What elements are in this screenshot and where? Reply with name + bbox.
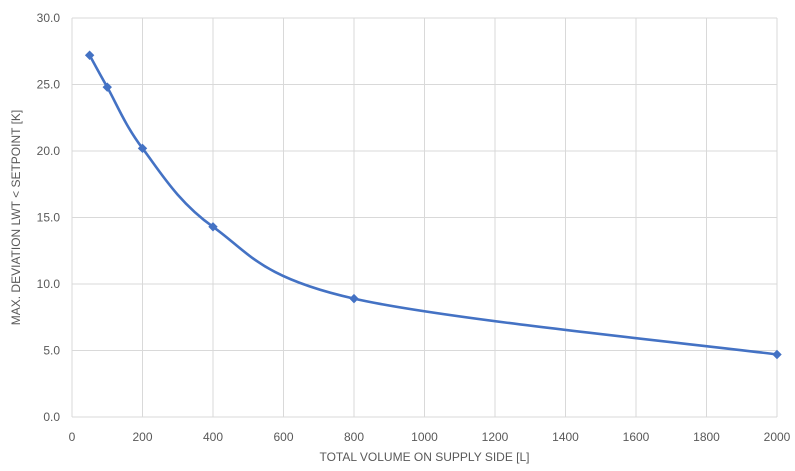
- y-tick-label: 15.0: [37, 211, 61, 225]
- y-tick-label: 0.0: [43, 410, 60, 424]
- y-axis-ticks: 0.0 5.0 10.0 15.0 20.0 25.0 30.0: [37, 11, 61, 424]
- x-tick-label: 1800: [693, 430, 720, 444]
- y-tick-label: 30.0: [37, 11, 61, 25]
- x-tick-label: 600: [273, 430, 293, 444]
- x-tick-label: 0: [69, 430, 76, 444]
- x-tick-label: 1600: [623, 430, 650, 444]
- y-tick-label: 10.0: [37, 277, 61, 291]
- data-point-marker: [102, 82, 112, 92]
- y-tick-label: 5.0: [43, 344, 60, 358]
- data-point-marker: [349, 293, 359, 304]
- x-tick-label: 1200: [482, 430, 509, 444]
- x-tick-label: 1000: [411, 430, 438, 444]
- data-point-marker: [772, 349, 782, 360]
- x-axis-ticks: 0 200 400 600 800 1000 1200 1400 1600 1800 2000: [69, 430, 791, 444]
- x-tick-label: 400: [203, 430, 223, 444]
- gridlines: [71, 17, 778, 418]
- x-tick-label: 200: [132, 430, 152, 444]
- y-tick-label: 20.0: [37, 144, 61, 158]
- x-tick-label: 2000: [764, 430, 791, 444]
- data-point-marker: [137, 143, 148, 154]
- data-point-marker: [208, 222, 218, 232]
- y-axis-title: MAX. DEVIATION LWT < SETPOINT [K]: [9, 110, 23, 325]
- series-line: [88, 53, 779, 356]
- series-layer: [84, 50, 782, 360]
- x-axis-title: TOTAL VOLUME ON SUPPLY SIDE [L]: [319, 450, 529, 464]
- y-tick-label: 25.0: [37, 78, 61, 92]
- data-point-marker: [84, 50, 95, 60]
- x-tick-label: 800: [344, 430, 364, 444]
- x-tick-label: 1400: [552, 430, 579, 444]
